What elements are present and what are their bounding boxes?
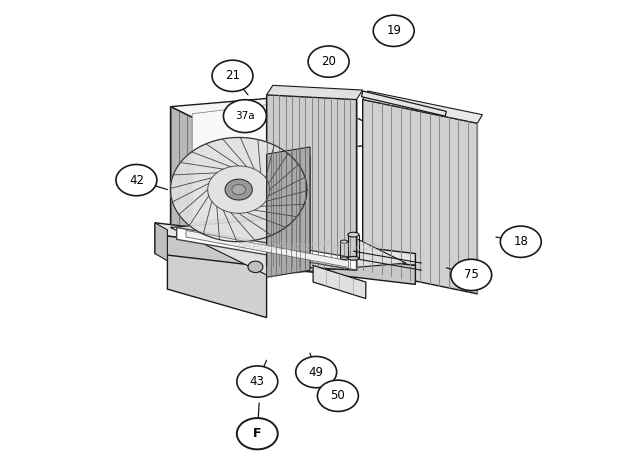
Polygon shape: [363, 91, 482, 123]
Polygon shape: [363, 100, 477, 294]
Text: 43: 43: [250, 375, 265, 388]
Circle shape: [500, 226, 541, 257]
Polygon shape: [267, 147, 310, 277]
Text: 50: 50: [330, 389, 345, 402]
Circle shape: [116, 164, 157, 196]
Polygon shape: [167, 228, 409, 270]
Text: 42: 42: [129, 173, 144, 187]
Polygon shape: [155, 223, 167, 261]
Ellipse shape: [340, 240, 348, 244]
Polygon shape: [267, 95, 356, 270]
Polygon shape: [170, 216, 406, 275]
Circle shape: [223, 100, 267, 133]
Text: 18: 18: [513, 235, 528, 248]
Polygon shape: [313, 265, 366, 299]
Polygon shape: [170, 107, 267, 275]
Text: eReplacementParts.com: eReplacementParts.com: [238, 240, 382, 253]
Circle shape: [296, 356, 337, 388]
Circle shape: [451, 259, 492, 291]
Polygon shape: [155, 235, 415, 284]
Circle shape: [225, 179, 252, 200]
Circle shape: [237, 366, 278, 397]
Circle shape: [248, 261, 263, 273]
Ellipse shape: [348, 256, 359, 260]
Circle shape: [308, 46, 349, 77]
Polygon shape: [155, 223, 415, 265]
Polygon shape: [170, 95, 406, 154]
Circle shape: [212, 60, 253, 91]
Text: F: F: [253, 427, 262, 440]
Circle shape: [317, 380, 358, 411]
Text: 20: 20: [321, 55, 336, 68]
Polygon shape: [267, 85, 363, 100]
Polygon shape: [361, 91, 446, 116]
Polygon shape: [192, 100, 310, 223]
Circle shape: [237, 418, 278, 449]
Ellipse shape: [340, 257, 348, 260]
Text: 75: 75: [464, 268, 479, 282]
Polygon shape: [167, 228, 267, 318]
Polygon shape: [186, 230, 348, 267]
Polygon shape: [177, 228, 356, 270]
Text: 37a: 37a: [235, 111, 255, 121]
Ellipse shape: [348, 232, 359, 237]
Circle shape: [232, 184, 246, 195]
Circle shape: [373, 15, 414, 46]
Polygon shape: [170, 137, 307, 242]
Text: 21: 21: [225, 69, 240, 82]
Text: 49: 49: [309, 365, 324, 379]
Polygon shape: [304, 152, 310, 268]
Text: 19: 19: [386, 24, 401, 37]
